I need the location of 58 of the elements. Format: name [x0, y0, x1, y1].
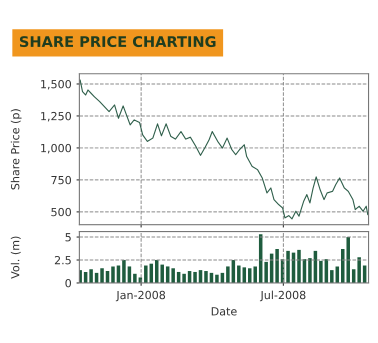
bar: [357, 257, 361, 283]
bar: [275, 248, 279, 283]
y-tick-label: 500: [51, 208, 72, 216]
bar: [308, 258, 312, 283]
bar: [128, 266, 132, 283]
bar: [171, 268, 175, 283]
bar: [182, 274, 186, 283]
x-tick-label: Jul-2008: [260, 290, 306, 302]
bar: [188, 271, 192, 283]
bar: [122, 260, 126, 283]
bar: [215, 274, 219, 283]
y-axis-title: Vol. (m): [10, 236, 21, 279]
bar: [258, 234, 262, 283]
y-tick-label: 0: [65, 278, 72, 288]
bar: [248, 268, 252, 283]
bar: [100, 268, 104, 283]
bar: [176, 272, 180, 283]
bar: [84, 272, 88, 283]
bar: [116, 266, 120, 283]
bar: [264, 262, 268, 283]
x-axis-title: Date: [212, 307, 237, 316]
bar: [352, 269, 356, 283]
bar: [160, 264, 164, 283]
bar: [232, 260, 236, 283]
x-tick-label: Jan-2008: [116, 290, 166, 302]
bar: [220, 272, 224, 283]
bar: [242, 267, 246, 283]
bar: [286, 250, 290, 283]
bar: [226, 266, 230, 283]
bar: [210, 272, 214, 283]
y-tick-label: 2.5: [54, 256, 71, 264]
bar: [253, 266, 257, 283]
bar: [314, 250, 318, 283]
chart-title: SHARE PRICE CHARTING: [20, 36, 216, 48]
bar: [341, 248, 345, 283]
y-tick-label: 1,250: [41, 112, 72, 122]
bar: [270, 254, 274, 283]
bar: [237, 266, 241, 283]
bar: [324, 259, 328, 283]
bar: [362, 266, 366, 283]
y-tick-label: 750: [51, 176, 72, 184]
bar: [336, 266, 340, 283]
bar: [154, 260, 159, 283]
y-tick-label: 5: [66, 233, 71, 242]
bar: [330, 270, 334, 283]
y-axis-title: Share Price (p): [10, 109, 22, 190]
y-tick-label: 1,500: [41, 80, 72, 90]
bar: [193, 272, 197, 283]
bar: [150, 264, 154, 283]
line-series: [80, 80, 368, 220]
bar: [133, 274, 137, 283]
y-tick-label: 1,000: [41, 144, 72, 154]
bar: [89, 269, 93, 283]
bar: [144, 266, 148, 283]
bar: [166, 266, 170, 283]
bar: [346, 237, 350, 283]
bar: [319, 260, 323, 283]
bar: [94, 272, 98, 283]
